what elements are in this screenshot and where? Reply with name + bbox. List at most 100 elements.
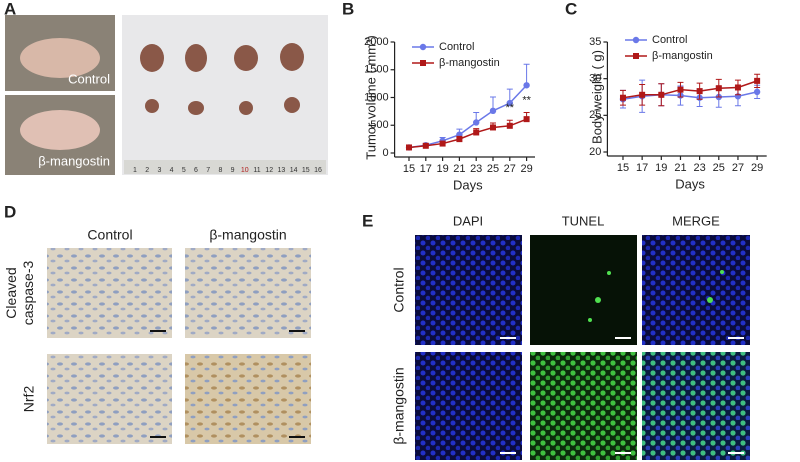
ruler-number: 4 — [170, 167, 174, 174]
x-tick-label: 27 — [504, 163, 516, 175]
y-axis-label: Body weight ( g) — [589, 50, 604, 144]
panel-label: C — [565, 0, 577, 18]
legend-marker — [633, 53, 639, 59]
x-tick-label: 21 — [453, 163, 465, 175]
x-tick-label: 21 — [674, 162, 686, 174]
ruler-number: 9 — [231, 167, 235, 174]
point — [715, 85, 722, 92]
ruler-number: 14 — [290, 167, 298, 174]
legend-label: Control — [439, 41, 474, 53]
ihc-image — [185, 354, 311, 444]
x-tick-label: 15 — [403, 163, 415, 175]
legend-label: Control — [652, 34, 687, 46]
ruler-number: 8 — [218, 167, 222, 174]
scale-bars — [150, 330, 305, 438]
point — [639, 91, 646, 98]
legend-label: β-mangostin — [652, 50, 713, 62]
x-tick-label: 23 — [470, 163, 482, 175]
point — [439, 140, 446, 147]
point — [473, 129, 480, 136]
fluorescence-image — [642, 235, 750, 345]
x-tick-label: 19 — [655, 162, 667, 174]
ihc-image — [47, 354, 172, 444]
x-tick-label: 19 — [436, 163, 448, 175]
panel-a: A Control β-mangostin 1 2 3 4 5 6 7 8 9 10 11 12 13 1… — [4, 0, 328, 175]
ruler-number: 1 — [133, 167, 137, 174]
tumor-photo — [122, 15, 328, 175]
row-label: Nrf2 — [21, 386, 37, 413]
point — [734, 84, 741, 91]
point — [456, 136, 463, 143]
y-tick-label: 0 — [382, 147, 388, 159]
scale-bars — [500, 337, 744, 454]
ruler-number: 2 — [145, 167, 149, 174]
legend-label: β-mangostin — [439, 57, 500, 69]
panel-label: B — [342, 0, 354, 18]
panel-label: E — [362, 211, 373, 230]
x-tick-label: 27 — [732, 162, 744, 174]
ihc-image — [185, 248, 311, 338]
point — [754, 77, 761, 84]
point — [506, 122, 513, 129]
y-tick-label: 500 — [370, 119, 388, 131]
point — [473, 119, 480, 126]
ruler-number: 15 — [302, 167, 310, 174]
x-tick-label: 29 — [751, 162, 763, 174]
panel-label: A — [4, 0, 16, 18]
y-tick-label: 20 — [589, 146, 601, 158]
ruler-number: 11 — [253, 167, 260, 174]
row-label-line: Cleaved — [3, 267, 19, 318]
ihc-image — [47, 248, 172, 338]
legend-marker — [419, 43, 427, 51]
x-tick-label: 17 — [420, 163, 432, 175]
column-label: β-mangostin — [209, 227, 286, 243]
ruler-number: 7 — [206, 167, 210, 174]
ruler — [124, 160, 326, 174]
panel-label: D — [4, 202, 16, 221]
ruler-number: 5 — [182, 167, 186, 174]
y-tick-label: 2000 — [364, 36, 388, 48]
point — [406, 144, 412, 151]
point — [490, 124, 496, 131]
column-label: TUNEL — [562, 213, 605, 228]
ruler-number: 16 — [314, 167, 322, 174]
point — [422, 142, 429, 149]
x-tick-label: 25 — [713, 162, 725, 174]
ruler-number: 12 — [265, 167, 273, 174]
y-tick-label: 1500 — [364, 64, 388, 76]
point — [506, 99, 513, 107]
x-tick-label: 29 — [520, 163, 532, 175]
tumors — [140, 43, 304, 115]
point — [677, 86, 684, 93]
panel-e: E DAPI TUNEL MERGE Control β-mangostin — [362, 211, 750, 460]
point — [619, 94, 626, 101]
ruler-number: 13 — [278, 167, 286, 174]
x-tick-label: 17 — [636, 162, 648, 174]
row-label: Cleavedcaspase-3 — [3, 260, 36, 325]
tunel-dots — [588, 270, 724, 322]
y-tick-label: 35 — [589, 36, 601, 48]
annotation: ** — [522, 94, 531, 106]
point — [523, 116, 530, 123]
column-label: Control — [87, 227, 132, 243]
point — [523, 82, 530, 89]
point — [489, 107, 497, 115]
fluorescence-image — [530, 235, 637, 345]
x-tick-label: 15 — [617, 162, 629, 174]
x-axis-label: Days — [453, 177, 483, 192]
charts: 0 500 1000 1500 2000 15 17 19 21 23 25 27 29 Days Tumo… — [363, 34, 767, 192]
x-tick-label: 23 — [694, 162, 706, 174]
series-line — [408, 84, 528, 149]
y-axis-label: Tumor volume ( mm³) — [363, 35, 378, 159]
ruler-numbers: 1 2 3 4 5 6 7 8 9 10 11 12 13 14 15 16 — [133, 167, 322, 174]
panel-d: D Control β-mangostin Cleavedcaspase-3 N… — [3, 202, 311, 444]
row-label: β-mangostin — [391, 367, 407, 444]
point — [753, 88, 761, 96]
y-tick-label: 25 — [589, 109, 601, 121]
photo-label: Control — [68, 71, 110, 86]
ruler-number: 6 — [194, 167, 198, 174]
ruler-number: 3 — [157, 167, 161, 174]
column-label: DAPI — [453, 213, 483, 228]
row-label: Control — [391, 267, 407, 312]
mouse — [20, 38, 100, 78]
